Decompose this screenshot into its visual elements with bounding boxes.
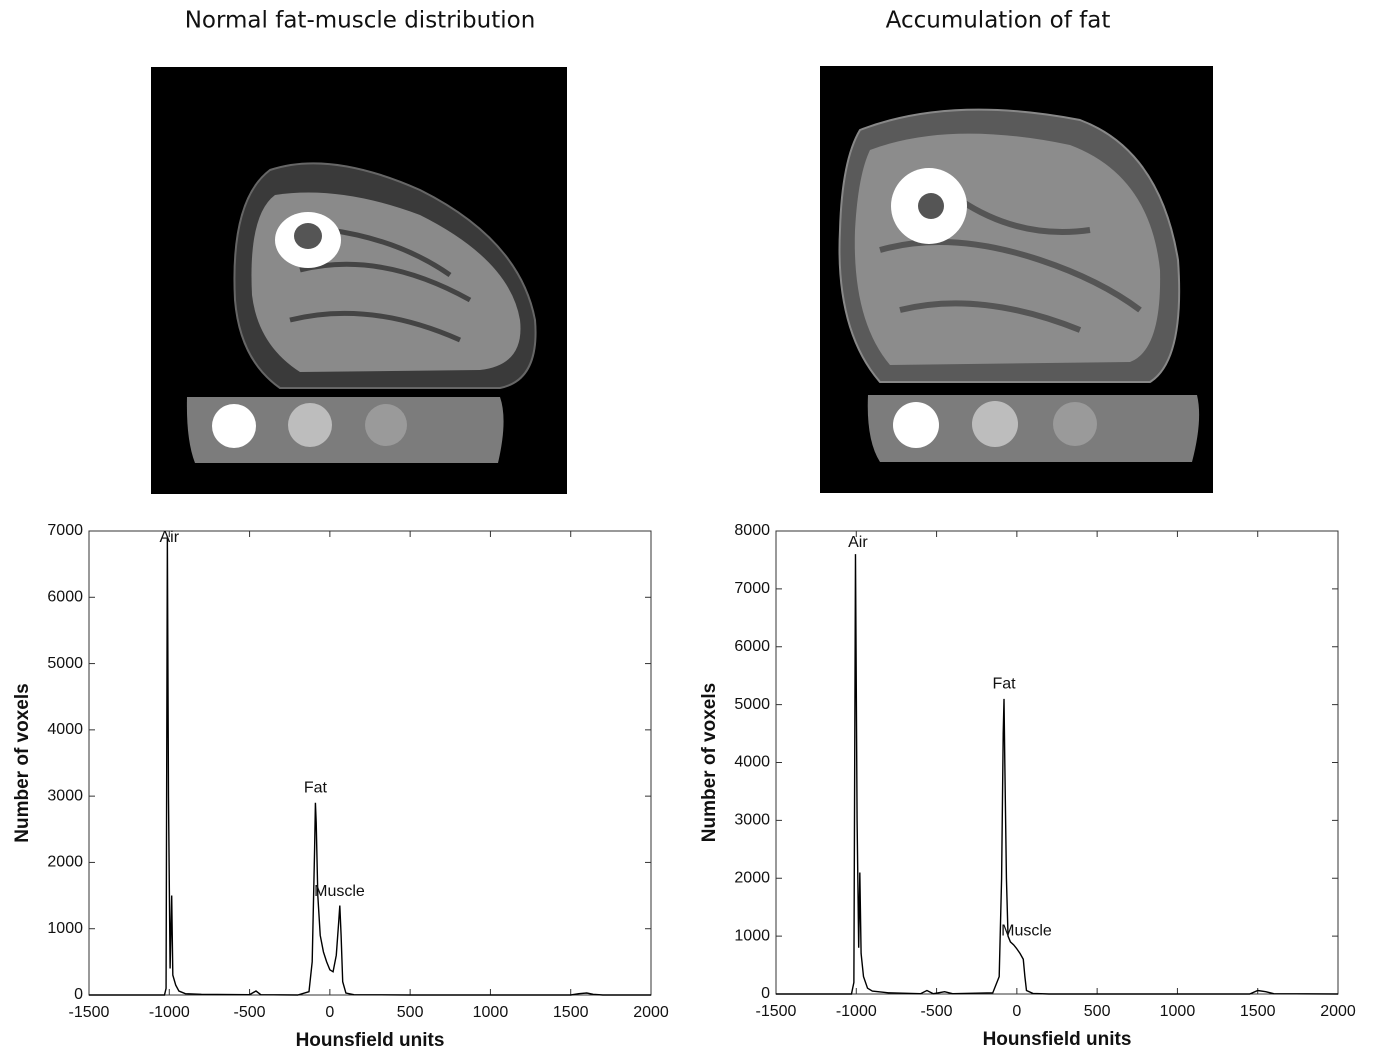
chart-title: Normal fat-muscle distribution (185, 8, 536, 34)
x-tick-label: 1000 (473, 1004, 509, 1021)
plot-frame (88, 530, 652, 996)
y-tick-label: 4000 (734, 754, 770, 771)
y-tick-label: 0 (74, 986, 83, 1003)
chart-title: Accumulation of fat (886, 8, 1111, 34)
y-axis-label: Number of voxels (699, 683, 720, 842)
x-tick-label: -1500 (69, 1004, 110, 1021)
y-tick-label: 3000 (734, 812, 770, 829)
y-tick-label: 1000 (47, 920, 83, 937)
y-tick-label: 3000 (47, 787, 83, 804)
y-tick-label: 7000 (47, 522, 83, 539)
x-tick-label: 2000 (633, 1004, 669, 1021)
annotation: Fat (992, 676, 1016, 693)
x-tick-label: 0 (1012, 1003, 1021, 1020)
annotation: Air (848, 534, 868, 551)
x-tick-label: 1000 (1160, 1003, 1196, 1020)
histogram-chart: Accumulation of fat -1500 -1000 -500 0 500 100… (699, 8, 1356, 1051)
y-tick-label: 6000 (734, 638, 770, 655)
x-axis-label: Hounsfield units (296, 1030, 445, 1051)
x-tick-label: 2000 (1320, 1003, 1356, 1020)
annotation: Fat (304, 779, 328, 796)
x-tick-label: -500 (921, 1003, 953, 1020)
ct-image-fat (820, 66, 1213, 493)
y-tick-label: 5000 (734, 696, 770, 713)
x-tick-label: -1500 (756, 1003, 797, 1020)
y-tick-label: 2000 (734, 869, 770, 886)
annotation: Muscle (314, 883, 365, 900)
histogram-chart: Normal fat-muscle distribution -1500 -1000… (12, 8, 669, 1051)
histogram-line (776, 554, 1339, 995)
y-tick-label: 5000 (47, 655, 83, 672)
y-tick-label: 6000 (47, 589, 83, 606)
x-tick-label: 500 (397, 1004, 424, 1021)
x-axis-label: Hounsfield units (983, 1029, 1132, 1050)
y-tick-label: 8000 (734, 522, 770, 539)
y-tick-label: 2000 (47, 854, 83, 871)
y-tick-label: 7000 (734, 580, 770, 597)
x-tick-label: -1000 (836, 1003, 877, 1020)
y-tick-label: 4000 (47, 721, 83, 738)
y-axis-label: Number of voxels (12, 683, 33, 842)
histogram-line (89, 537, 651, 996)
annotation: Air (160, 529, 180, 546)
x-tick-label: 1500 (553, 1004, 589, 1021)
x-tick-label: -500 (234, 1004, 266, 1021)
annotation: Muscle (1001, 923, 1052, 940)
x-tick-label: 500 (1084, 1003, 1111, 1020)
x-tick-label: 1500 (1240, 1003, 1276, 1020)
x-tick-label: -1000 (149, 1004, 190, 1021)
y-tick-label: 0 (761, 985, 770, 1002)
y-tick-label: 1000 (734, 927, 770, 944)
x-tick-label: 0 (325, 1004, 334, 1021)
ct-image-normal (151, 67, 567, 494)
